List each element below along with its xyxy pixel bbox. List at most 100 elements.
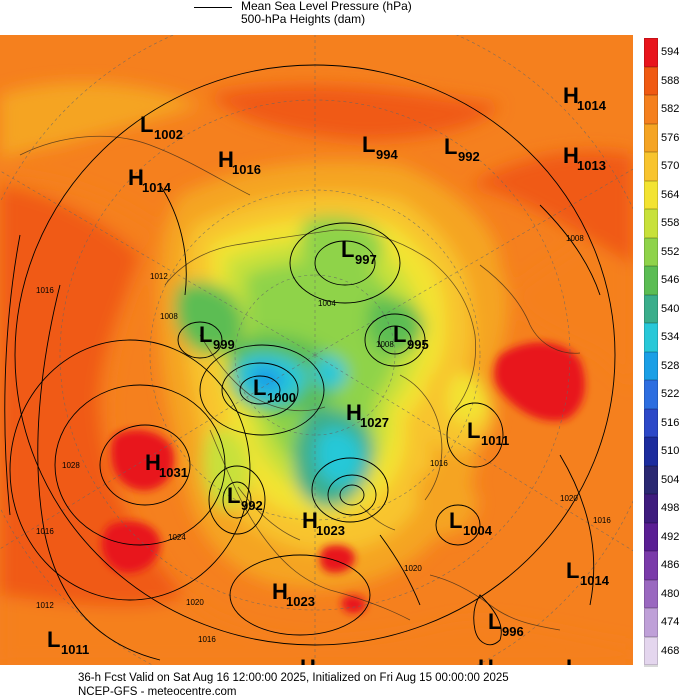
isobar-value-label: 1012 <box>150 272 168 281</box>
height-field <box>0 35 633 665</box>
pressure-center-value: 996 <box>502 624 524 639</box>
field-588-west <box>0 185 185 607</box>
field-564-east <box>447 373 490 425</box>
pressure-center-letter: H <box>563 143 579 168</box>
weather-map: 1016 1012 1008 1004 1008 1028 1016 1016 1024 1020… <box>0 35 633 665</box>
low-pressure-center: L 996 <box>488 609 524 639</box>
field-546-west <box>175 281 245 354</box>
pressure-center-value: 1023 <box>286 594 315 609</box>
low-pressure-center: L1013 <box>566 655 579 665</box>
pressure-center-value: 1002 <box>154 127 183 142</box>
isobar-value-label: 1008 <box>160 312 178 321</box>
pressure-center-letter: H <box>478 655 494 665</box>
pressure-center-letter: H <box>145 450 161 475</box>
pressure-center-value: 1014 <box>580 573 610 588</box>
map-footer: 36-h Fcst Valid on Sat Aug 16 12:00:00 2… <box>78 671 509 699</box>
colorbar-swatch-474 <box>644 608 658 637</box>
pressure-center-value: 1004 <box>463 523 493 538</box>
colorbar-swatch-576 <box>644 123 658 152</box>
isobar-value-label: 1020 <box>404 564 422 573</box>
pressure-center-letter: L <box>253 375 266 400</box>
field-594-west <box>111 429 174 491</box>
pressure-center-value: 997 <box>355 252 377 267</box>
pressure-center-value: 1016 <box>232 162 261 177</box>
isobar-value-label: 1016 <box>36 286 54 295</box>
pressure-center-letter: L <box>488 609 501 634</box>
pressure-center-value: 1013 <box>577 158 606 173</box>
legend-heights-label: 500-hPa Heights (dam) <box>241 12 366 26</box>
colorbar-label: 540 <box>661 302 680 315</box>
low-pressure-center: L 1014 <box>566 558 610 588</box>
field-588-north <box>210 85 500 140</box>
pressure-center-letter: L <box>227 483 240 508</box>
high-pressure-center: H1022 <box>300 655 316 665</box>
isobar-value-label: 1024 <box>168 533 186 542</box>
pressure-center-letter: H <box>563 83 579 108</box>
colorbar-swatch-516 <box>644 408 658 437</box>
pressure-center-value: 1014 <box>577 98 607 113</box>
field-534-south <box>315 428 363 486</box>
low-pressure-center: L 999 <box>199 322 235 352</box>
pressure-center-letter: H <box>218 147 234 172</box>
pressure-center-letter: L <box>47 627 60 652</box>
isobar-value-label: 1016 <box>593 516 611 525</box>
isobar-line-sample <box>194 7 232 8</box>
colorbar-swatch-510 <box>644 437 658 466</box>
pressure-center-value: 992 <box>241 498 263 513</box>
pressure-center-letter: H <box>302 508 318 533</box>
colorbar-swatch-480 <box>644 579 658 608</box>
colorbar-swatch-522 <box>644 380 658 409</box>
field-594-east <box>494 342 585 421</box>
colorbar-swatch-486 <box>644 551 658 580</box>
legend-pressure-label: Mean Sea Level Pressure (hPa) <box>241 0 412 13</box>
low-pressure-center: L 1000 <box>253 375 296 405</box>
forecast-valid-text: 36-h Fcst Valid on Sat Aug 16 12:00:00 2… <box>78 672 509 684</box>
colorbar-label: 570 <box>661 160 680 173</box>
pressure-center-value: 995 <box>407 337 429 352</box>
field-582-east <box>516 205 633 385</box>
pressure-center-letter: L <box>449 508 462 533</box>
isobar-value-label: 1028 <box>62 461 80 470</box>
colorbar-label: 582 <box>661 103 680 116</box>
graticule <box>0 35 633 665</box>
low-pressure-center: L 992 <box>444 134 480 164</box>
field-576-se <box>416 471 478 536</box>
isobar-value-label: 1008 <box>376 340 394 349</box>
colorbar-label: 546 <box>661 274 680 287</box>
isobar-value-label: 1004 <box>318 299 336 308</box>
map-legend: Mean Sea Level Pressure (hPa) 500-hPa He… <box>190 0 490 30</box>
weather-map-svg: 1016 1012 1008 1004 1008 1028 1016 1016 1024 1020… <box>0 35 633 665</box>
pressure-center-letter: H <box>300 655 316 665</box>
colorbar-swatch-564 <box>644 180 658 209</box>
pressure-center-value: 1031 <box>159 465 188 480</box>
field-594-sw <box>101 521 161 573</box>
pressure-center-letter: L <box>341 237 354 262</box>
colorbar-swatch-552 <box>644 237 658 266</box>
colorbar-label: 468 <box>661 644 680 657</box>
isobar-value-label: 1016 <box>36 527 54 536</box>
colorbar-swatch-546 <box>644 266 658 295</box>
field-594-south <box>319 545 355 573</box>
pressure-center-letter: L <box>566 655 579 665</box>
colorbar-swatch-594 <box>644 38 658 67</box>
colorbar-swatch-540 <box>644 294 658 323</box>
low-pressure-center: L 1011 <box>47 627 89 657</box>
colorbar-label: 510 <box>661 445 680 458</box>
colorbar-swatch-468 <box>644 636 658 665</box>
isobar-value-label: 1020 <box>560 494 578 503</box>
colorbar-swatch-below <box>644 665 658 667</box>
colorbar-swatch-558 <box>644 209 658 238</box>
isobars <box>4 64 616 661</box>
pressure-center-value: 1011 <box>61 642 89 657</box>
pressure-center-value: 1023 <box>316 523 345 538</box>
colorbar-label: 534 <box>661 331 680 344</box>
colorbar-swatch-582 <box>644 95 658 124</box>
